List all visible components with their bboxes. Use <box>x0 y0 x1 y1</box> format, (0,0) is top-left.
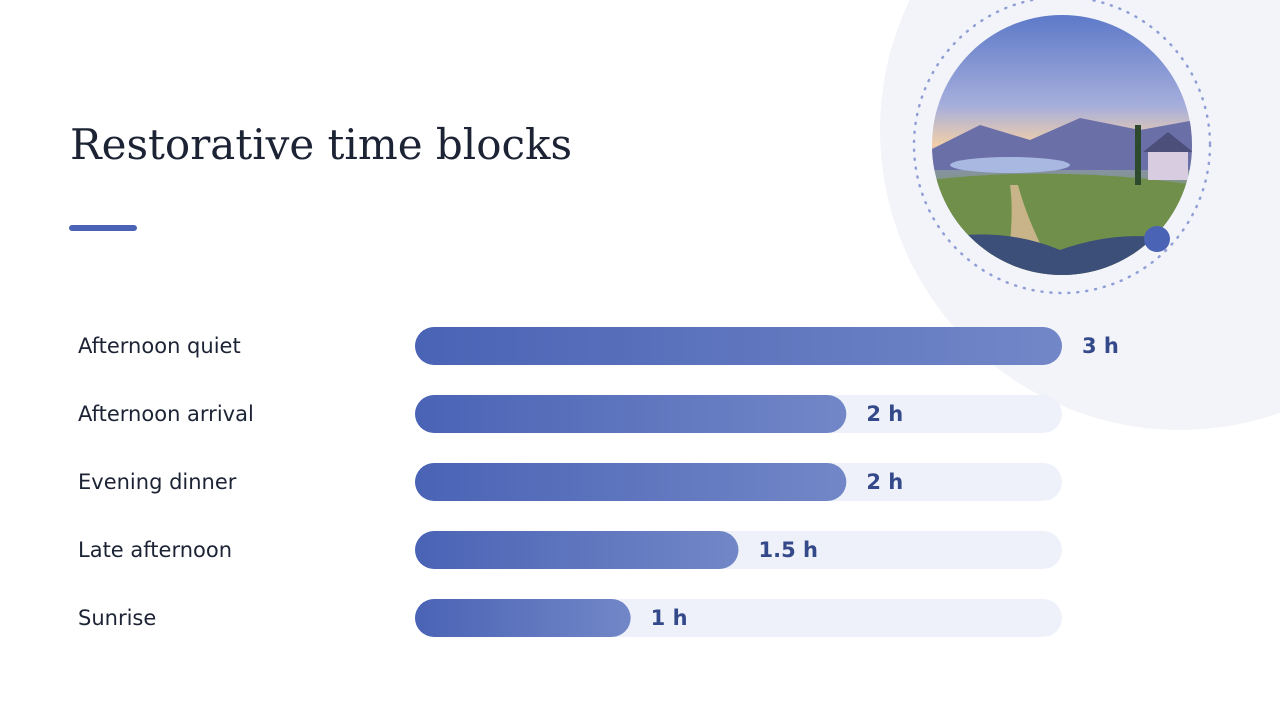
category-label: Evening dinner <box>78 470 237 494</box>
category-label: Afternoon arrival <box>78 402 254 426</box>
bar <box>415 395 847 433</box>
category-label: Sunrise <box>78 606 156 630</box>
value-label: 2 h <box>866 470 903 494</box>
title: Restorative time blocks <box>70 120 572 169</box>
title-accent <box>69 225 137 231</box>
value-label: 1 h <box>651 606 688 630</box>
category-label: Afternoon quiet <box>78 334 241 358</box>
value-label: 1.5 h <box>759 538 818 562</box>
value-label: 2 h <box>866 402 903 426</box>
accent-dot <box>1144 226 1170 252</box>
value-label: 3 h <box>1082 334 1119 358</box>
dotted-ring <box>912 0 1212 295</box>
bar <box>415 327 1062 365</box>
landscape-illustration <box>932 15 1192 275</box>
bar <box>415 463 847 501</box>
bar <box>415 599 631 637</box>
category-label: Late afternoon <box>78 538 232 562</box>
bar <box>415 531 739 569</box>
